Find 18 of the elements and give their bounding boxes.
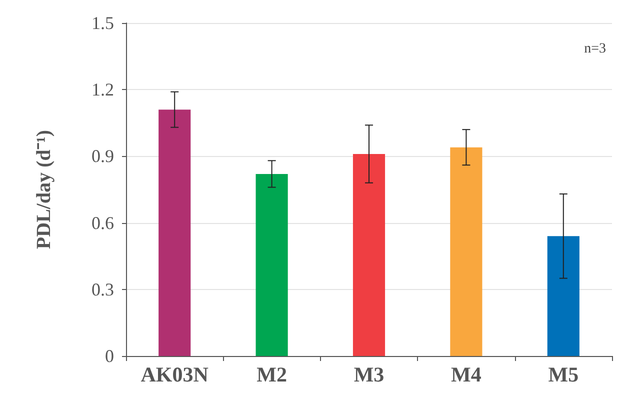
bar [256,174,288,356]
annotation: n=3 [584,42,606,56]
y-tick-label: 0 [105,346,114,366]
y-tick-label: 1.5 [92,13,114,33]
x-tick-label: M2 [256,362,287,386]
x-tick-label: M3 [354,362,384,386]
x-tick-label: M4 [451,362,482,386]
y-tick-label: 0.9 [92,146,114,166]
y-tick-label: 1.2 [92,80,114,100]
bar [547,236,580,356]
x-tick-label: M5 [548,362,579,386]
y-tick-label: 0.6 [92,212,114,233]
y-tick-label: 0.3 [92,279,114,300]
y-axis-title: PDL/day (d⁻¹) [33,130,55,250]
bar [450,147,482,356]
bar [352,154,386,356]
x-tick-label: AK03N [140,362,208,386]
bar [158,110,191,356]
